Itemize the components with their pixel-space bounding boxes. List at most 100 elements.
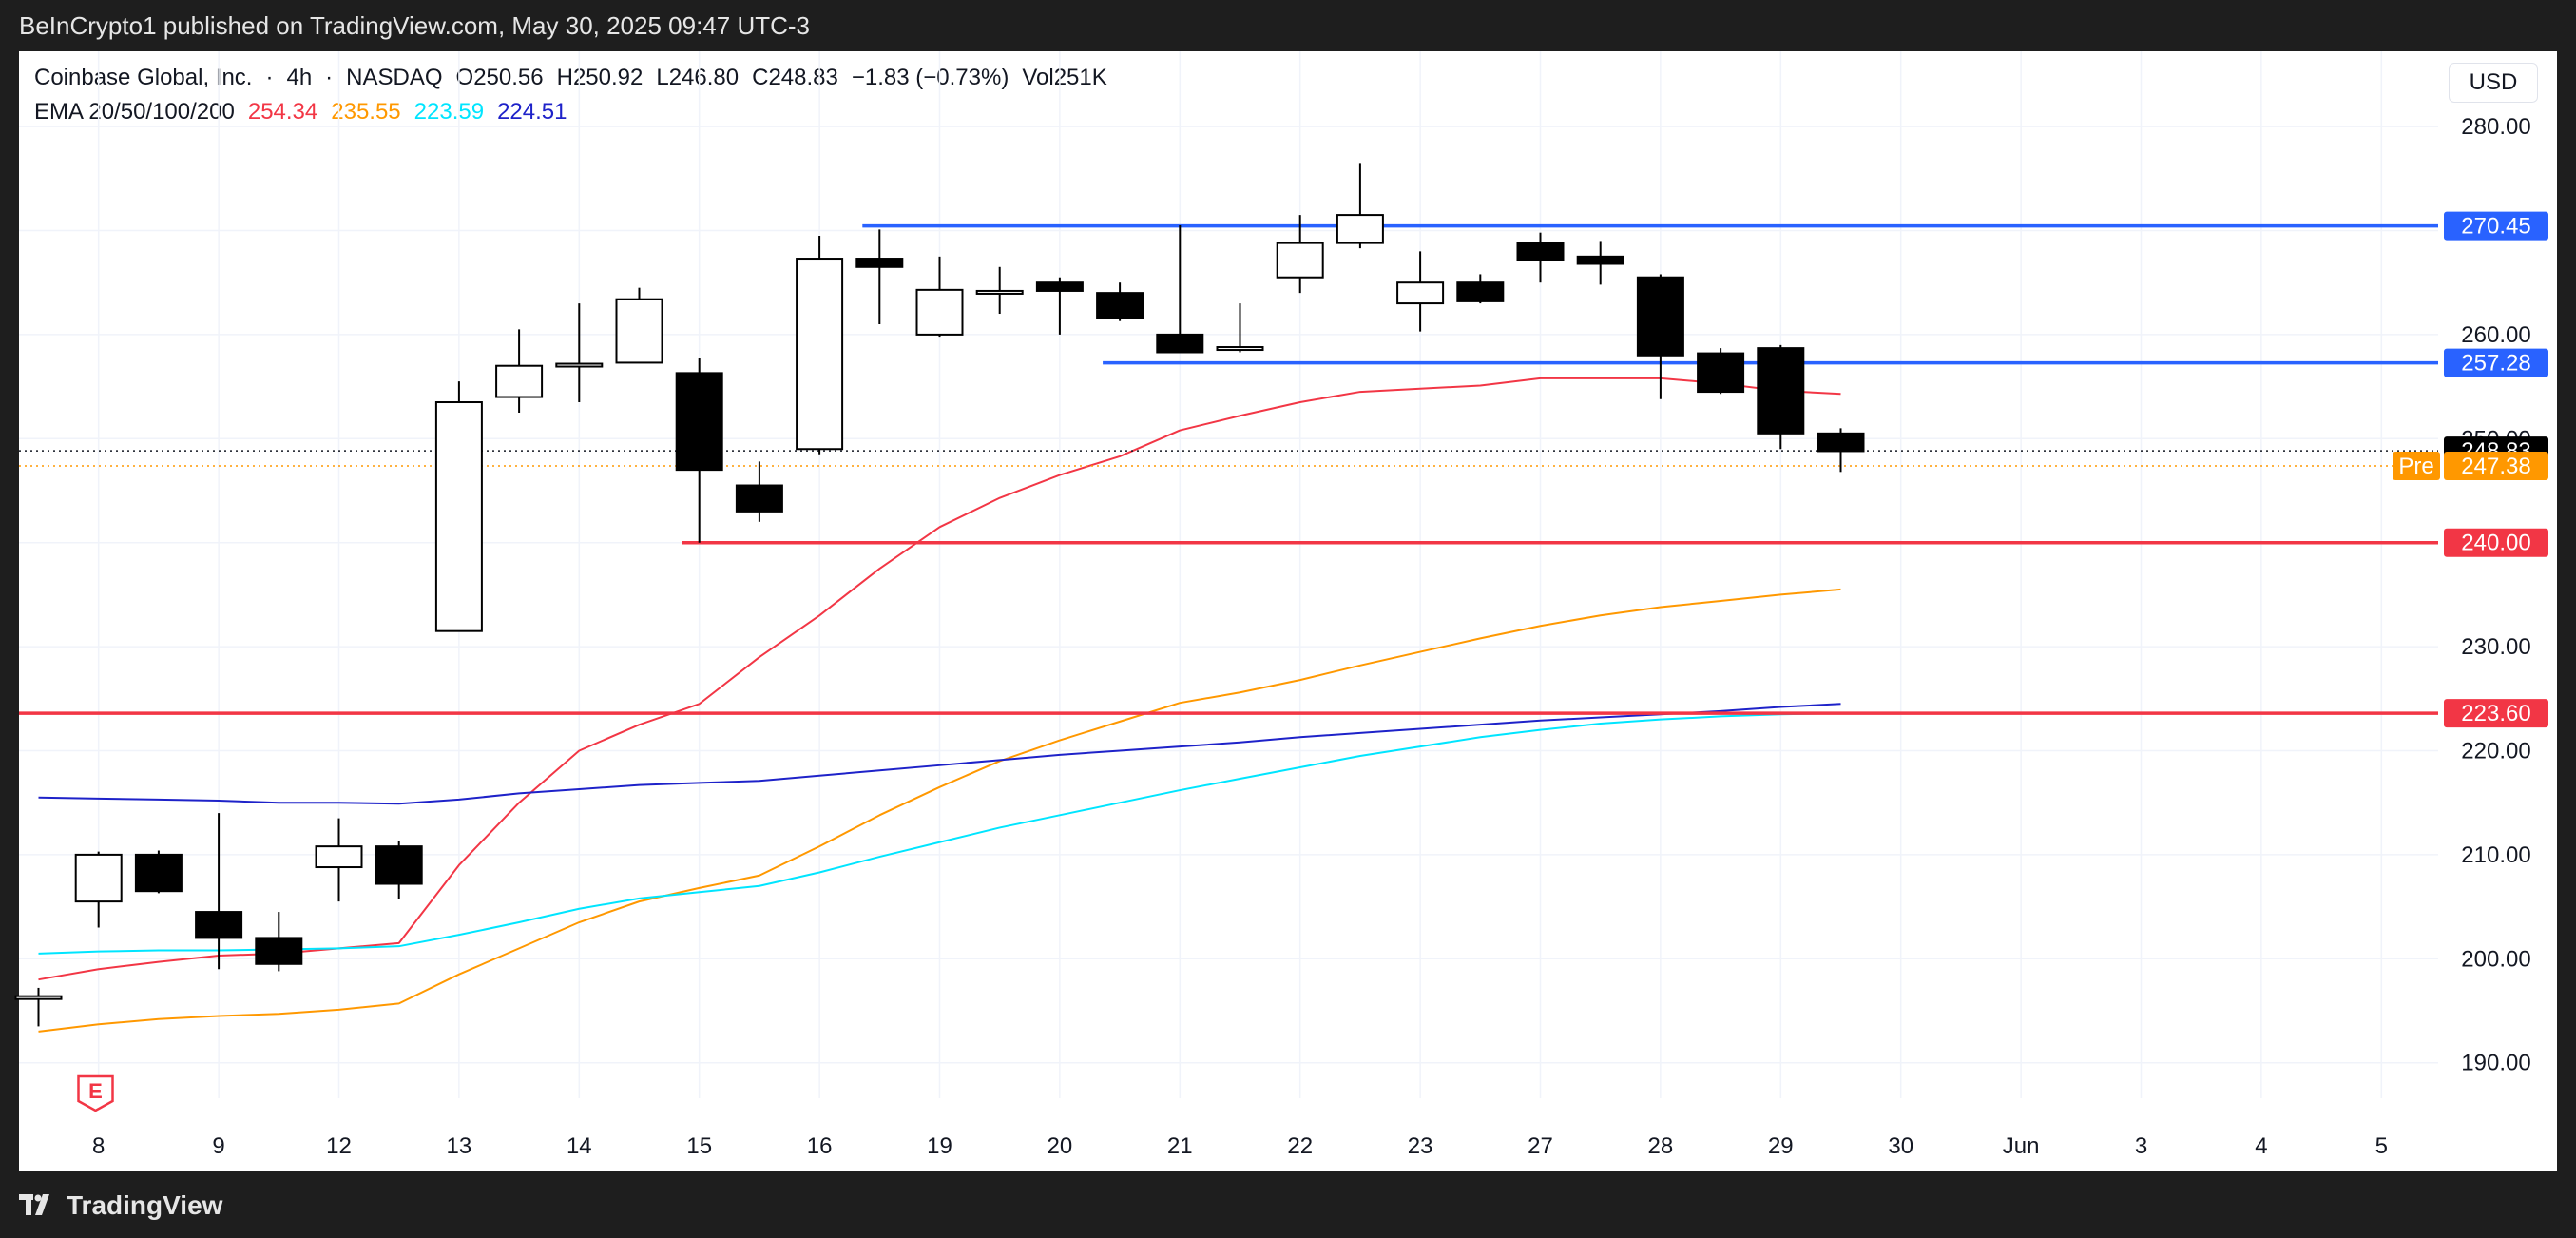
time-axis: 8 9 12 13 14 15 16 19 20 21 22 23 27 28 29 30 Jun 3 4 5: [92, 1133, 2388, 1159]
ema200-value: 224.51: [497, 99, 567, 125]
time-tick-label: 8: [92, 1133, 105, 1159]
price-tick-label: 230.00: [2461, 634, 2530, 660]
ema-line: [38, 712, 1841, 955]
level-tag: 223.60: [2461, 701, 2530, 726]
candle-up: [796, 258, 844, 451]
symbol-name[interactable]: Coinbase Global, Inc.: [34, 65, 253, 90]
legend-dot: ·: [325, 65, 334, 90]
time-tick-label: 27: [1528, 1133, 1553, 1159]
time-tick-label: 14: [567, 1133, 592, 1159]
earnings-marker: E: [77, 1074, 114, 1112]
pre-market-badge: Pre: [2398, 454, 2433, 479]
interval-label[interactable]: 4h: [286, 65, 313, 90]
price-tick-label: 260.00: [2461, 322, 2530, 348]
candle-up: [434, 401, 483, 632]
candle-down: [1576, 255, 1624, 265]
time-tick-label: 13: [447, 1133, 472, 1159]
open-value: O250.56: [455, 65, 544, 90]
candle-down: [1697, 352, 1745, 394]
candle-up: [1216, 346, 1264, 352]
time-tick-label: 21: [1167, 1133, 1193, 1159]
level-tag-bg: [2444, 699, 2548, 728]
pre-market-tag: 247.38: [2461, 454, 2530, 479]
time-tick-label: 22: [1287, 1133, 1313, 1159]
earnings-marker-label: E: [88, 1079, 103, 1103]
candle-down: [1096, 292, 1144, 319]
currency-button[interactable]: USD: [2449, 63, 2538, 103]
high-value: H250.92: [556, 65, 644, 90]
candle-down: [1757, 347, 1805, 435]
time-tick-label: 4: [2255, 1133, 2267, 1159]
tradingview-logo-icon: [19, 1194, 49, 1215]
time-tick-label: 5: [2375, 1133, 2388, 1159]
candle-up: [555, 362, 604, 368]
publisher-bar: BeInCrypto1 published on TradingView.com…: [0, 0, 2576, 51]
candle-up: [74, 853, 123, 903]
level-tag: 240.00: [2461, 531, 2530, 556]
candle-down: [255, 937, 303, 965]
candle-down: [675, 372, 723, 472]
price-axis: 190.00200.00210.00220.00230.00240.00250.…: [2461, 114, 2530, 1076]
ema50-value: 235.55: [331, 99, 401, 125]
level-lines: [19, 223, 2438, 715]
ema-line: [38, 588, 1841, 1033]
time-tick-label: 9: [212, 1133, 224, 1159]
candle-up: [315, 845, 363, 869]
time-tick-label: 28: [1648, 1133, 1674, 1159]
close-value: C248.83: [752, 65, 838, 90]
chart-grid: [19, 51, 2438, 1098]
price-tick-label: 220.00: [2461, 739, 2530, 764]
time-tick-label: 15: [686, 1133, 712, 1159]
time-tick-label: 30: [1888, 1133, 1913, 1159]
candle-down: [1156, 333, 1204, 354]
ema-legend: EMA 20/50/100/200 254.34 235.55 223.59 224.5…: [34, 99, 580, 126]
tradingview-brand: TradingView: [67, 1190, 223, 1220]
time-tick-label: Jun: [2003, 1133, 2040, 1159]
pre-market-tag-bg: [2444, 451, 2548, 480]
candle-down: [1817, 432, 1865, 453]
low-value: L246.80: [656, 65, 740, 90]
candle-up: [1396, 281, 1445, 305]
time-tick-label: 20: [1048, 1133, 1073, 1159]
price-tick-label: 190.00: [2461, 1051, 2530, 1076]
level-tag-bg: [2444, 211, 2548, 241]
footer-bar: [0, 1171, 2576, 1238]
change-value: −1.83 (−0.73%): [851, 65, 1009, 90]
time-tick-label: 3: [2135, 1133, 2147, 1159]
candle-down: [855, 258, 904, 268]
time-tick-label: 29: [1768, 1133, 1794, 1159]
candle-up: [14, 995, 63, 1000]
candle-up: [1336, 214, 1384, 244]
candle-down: [1516, 242, 1565, 261]
price-tick-label: 200.00: [2461, 946, 2530, 972]
ema-label[interactable]: EMA 20/50/100/200: [34, 99, 235, 125]
tradingview-logo[interactable]: TradingView: [19, 1187, 222, 1225]
candle-down: [735, 484, 783, 513]
level-tag: 257.28: [2461, 351, 2530, 377]
pre-market-badge-bg: [2393, 451, 2440, 480]
level-tag-bg: [2444, 528, 2548, 557]
candle-up: [1276, 242, 1324, 279]
ema100-value: 223.59: [413, 99, 485, 125]
candles: [14, 163, 1865, 1027]
level-tag: 270.45: [2461, 214, 2530, 240]
ema20-value: 254.34: [247, 99, 318, 125]
price-tick-label: 210.00: [2461, 842, 2530, 868]
candle-down: [134, 853, 183, 893]
symbol-legend: Coinbase Global, Inc. · 4h · NASDAQ O250.56 H2…: [34, 65, 1121, 91]
legend-dot: ·: [265, 65, 274, 90]
exchange-label: NASDAQ: [346, 65, 443, 90]
candle-down: [375, 845, 423, 885]
level-tag-bg: [2444, 348, 2548, 377]
publisher-text: BeInCrypto1 published on TradingView.com…: [19, 11, 810, 40]
ema-line: [38, 703, 1841, 805]
time-tick-label: 19: [927, 1133, 952, 1159]
candle-down: [1636, 276, 1684, 357]
time-tick-label: 12: [326, 1133, 352, 1159]
candle-up: [615, 298, 663, 364]
candle-down: [195, 911, 243, 939]
candle-up: [915, 288, 964, 336]
candle-up: [975, 289, 1024, 295]
